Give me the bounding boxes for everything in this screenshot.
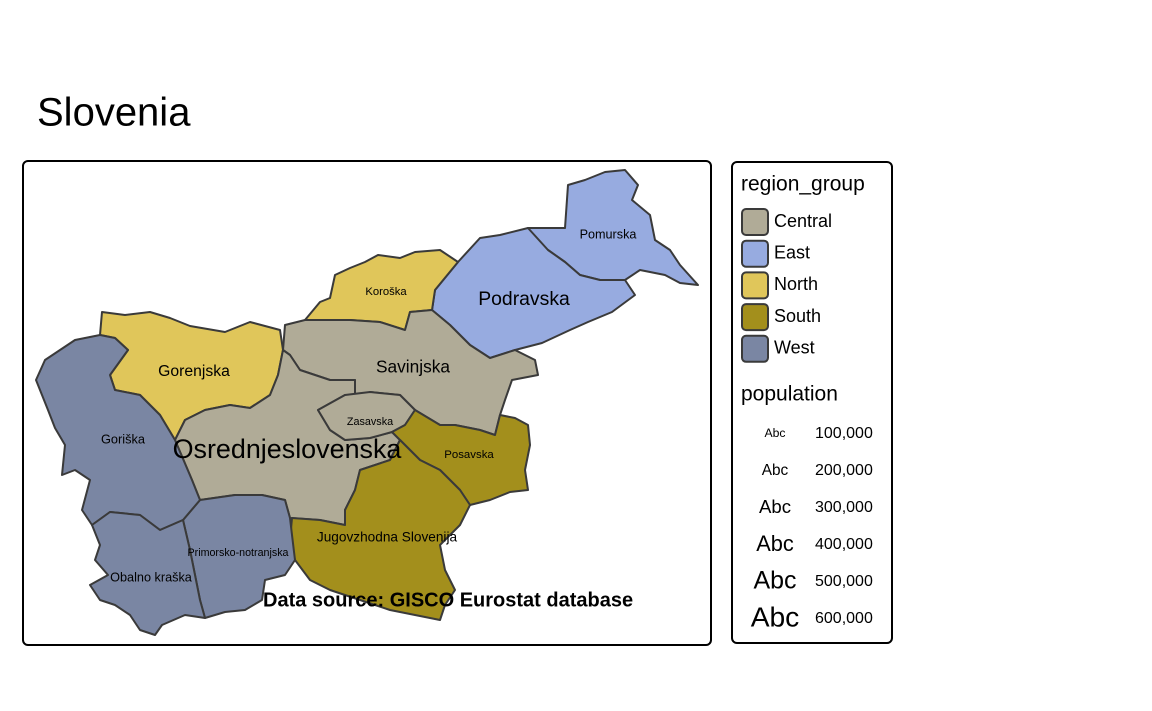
region-label: Podravska: [478, 288, 570, 310]
region-label: Obalno kraška: [110, 570, 193, 584]
legend-swatch: [741, 334, 769, 363]
region-label: Jugovzhodna Slovenija: [317, 530, 458, 545]
legend-swatch: [741, 303, 769, 332]
legend-size-sample: Abc: [751, 600, 800, 632]
region-label: Goriška: [101, 431, 146, 446]
region-shape: [89, 511, 206, 636]
legend-title: region_group: [741, 173, 865, 196]
region-label: Pomurska: [580, 227, 638, 241]
region-label: Primorsko-notranjska: [188, 547, 289, 559]
legend-label: South: [774, 306, 821, 326]
legend-size-sample: Abc: [764, 426, 785, 440]
legend-frame: [731, 161, 893, 644]
region-label: Zasavska: [347, 416, 394, 428]
map-frame: [22, 160, 712, 646]
legend-label: East: [774, 242, 810, 262]
legend-label: North: [774, 274, 818, 294]
legend-size-label: 600,000: [815, 610, 873, 627]
region-shape: [289, 439, 471, 621]
legend-title: population: [741, 383, 838, 406]
legend-swatch: [741, 208, 769, 236]
legend-label: West: [774, 338, 815, 358]
legend-swatch: [741, 239, 769, 268]
title: Slovenia: [37, 91, 191, 135]
legend-size-sample: Abc: [762, 462, 789, 479]
region-label: Osrednjeslovenska: [173, 434, 402, 464]
legend-swatch: [741, 271, 769, 300]
region-label: Koroška: [365, 286, 407, 298]
legend-size-label: 100,000: [815, 425, 873, 442]
legend-size-sample: Abc: [756, 531, 794, 556]
legend-label: Central: [774, 211, 832, 231]
legend-size-label: 200,000: [815, 462, 873, 479]
region-label: Posavska: [444, 449, 494, 461]
region-label: Savinjska: [376, 357, 450, 377]
legend-size-label: 300,000: [815, 499, 873, 516]
region-shape: [35, 334, 201, 531]
legend-size-sample: Abc: [759, 496, 791, 517]
legend-size-label: 400,000: [815, 536, 873, 553]
legend-size-sample: Abc: [753, 567, 796, 595]
legend-size-label: 500,000: [815, 573, 873, 590]
region-label: Gorenjska: [158, 363, 230, 380]
caption: Data source: GISCO Eurostat database: [263, 589, 633, 611]
